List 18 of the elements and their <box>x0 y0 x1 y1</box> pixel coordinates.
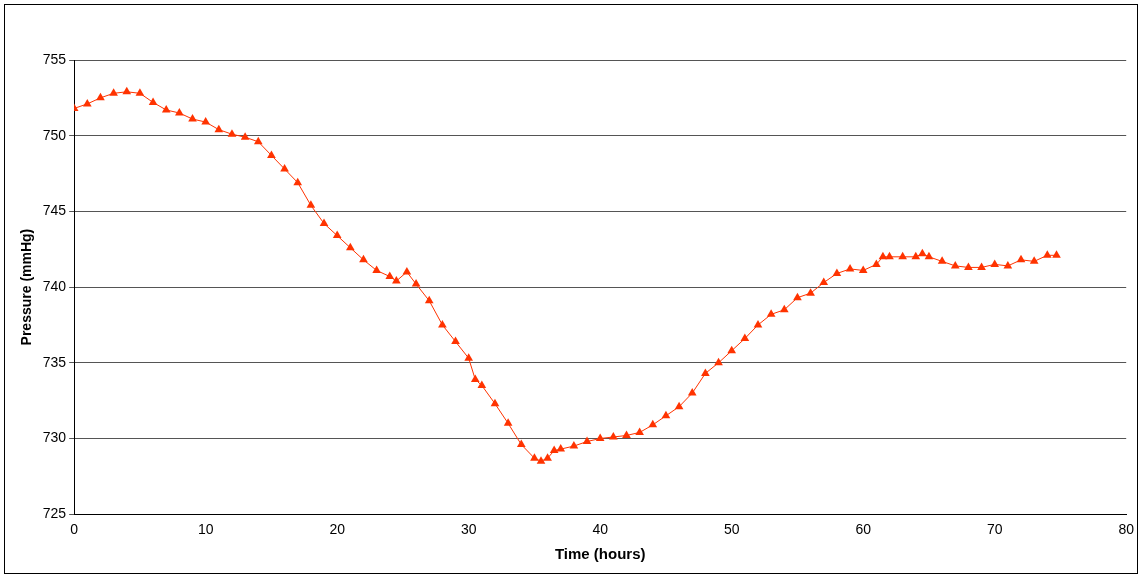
y-tick-label: 735 <box>42 353 67 370</box>
y-tick-label: 745 <box>42 202 67 219</box>
y-tick-label: 740 <box>42 277 67 294</box>
x-tick-label: 30 <box>460 521 477 538</box>
x-tick-label: 40 <box>592 521 609 538</box>
x-tick-label: 80 <box>1118 521 1135 538</box>
y-tick-label: 730 <box>42 429 67 446</box>
x-tick-label: 50 <box>723 521 740 538</box>
y-tick-label: 725 <box>42 505 67 522</box>
x-axis-title: Time (hours) <box>554 545 646 563</box>
x-tick-label: 10 <box>197 521 214 538</box>
x-tick-label: 60 <box>855 521 872 538</box>
y-tick-label: 755 <box>42 50 67 67</box>
x-tick-label: 70 <box>986 521 1003 538</box>
y-tick-label: 750 <box>42 126 67 143</box>
x-tick-label: 0 <box>70 521 79 538</box>
y-axis-title: Pressure (mmHg) <box>18 228 35 346</box>
x-tick-label: 20 <box>329 521 346 538</box>
